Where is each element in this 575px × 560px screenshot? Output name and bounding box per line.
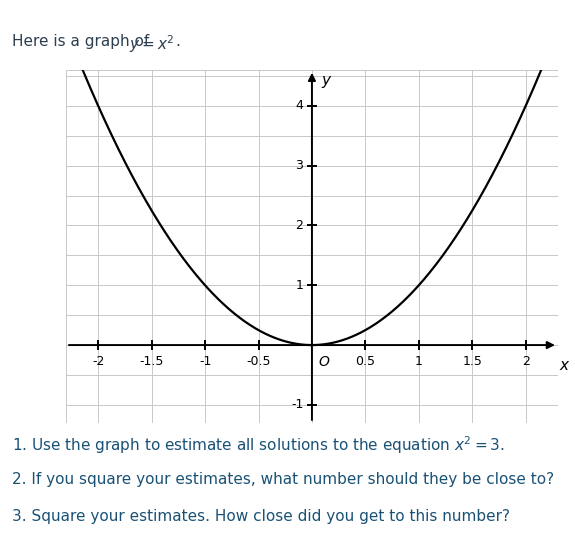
Text: 1.5: 1.5 (462, 355, 482, 368)
Text: .: . (175, 34, 180, 49)
Text: 3: 3 (296, 159, 304, 172)
Text: -2: -2 (92, 355, 105, 368)
Text: 2: 2 (522, 355, 530, 368)
Text: 4: 4 (296, 99, 304, 113)
Text: $y = x^2$: $y = x^2$ (129, 34, 175, 55)
Text: O: O (319, 355, 329, 369)
Text: -1.5: -1.5 (139, 355, 164, 368)
Text: y: y (321, 73, 331, 88)
Text: -0.5: -0.5 (246, 355, 271, 368)
Text: x: x (560, 358, 569, 373)
Text: 1: 1 (296, 279, 304, 292)
Text: 2: 2 (296, 219, 304, 232)
Text: 2. If you square your estimates, what number should they be close to?: 2. If you square your estimates, what nu… (12, 472, 554, 487)
Text: -1: -1 (199, 355, 211, 368)
Text: 3. Square your estimates. How close did you get to this number?: 3. Square your estimates. How close did … (12, 509, 509, 524)
Text: 0.5: 0.5 (355, 355, 375, 368)
Text: 1: 1 (415, 355, 423, 368)
Text: 1. Use the graph to estimate all solutions to the equation $x^2 = 3$.: 1. Use the graph to estimate all solutio… (12, 434, 504, 456)
Text: Here is a graph of: Here is a graph of (12, 34, 154, 49)
Text: -1: -1 (291, 398, 304, 412)
